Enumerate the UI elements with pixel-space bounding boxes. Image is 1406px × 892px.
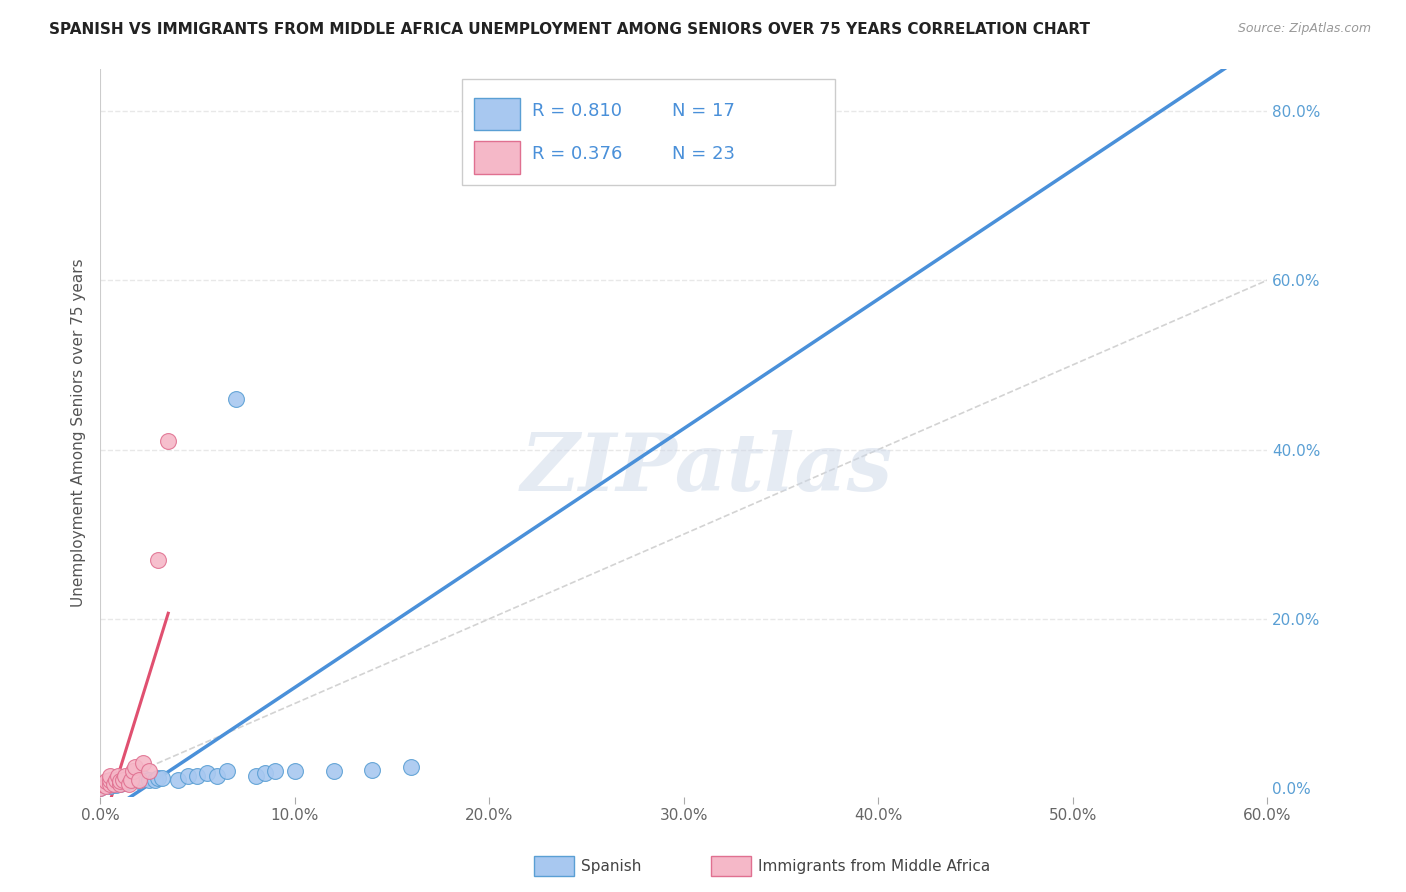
- Point: [118, 777, 141, 791]
- Point: [264, 764, 287, 779]
- Point: [114, 776, 136, 790]
- Point: [112, 774, 135, 789]
- Point: [122, 764, 145, 779]
- Point: [205, 768, 228, 782]
- Point: [108, 777, 131, 791]
- Point: [101, 776, 124, 790]
- Point: [789, 163, 811, 178]
- Point: [89, 781, 111, 796]
- Point: [89, 781, 111, 796]
- Point: [108, 777, 131, 791]
- Point: [167, 772, 190, 787]
- Text: R = 0.810: R = 0.810: [531, 102, 621, 120]
- FancyBboxPatch shape: [474, 97, 520, 130]
- Point: [215, 764, 238, 779]
- Point: [128, 772, 150, 787]
- Point: [124, 772, 146, 787]
- Point: [120, 772, 142, 787]
- Point: [322, 764, 344, 779]
- Point: [245, 768, 267, 782]
- Point: [225, 392, 247, 406]
- Point: [118, 773, 141, 788]
- Point: [124, 760, 146, 774]
- Text: ZIPatlas: ZIPatlas: [522, 430, 893, 508]
- Y-axis label: Unemployment Among Seniors over 75 years: Unemployment Among Seniors over 75 years: [72, 259, 86, 607]
- Point: [103, 777, 125, 791]
- Point: [157, 434, 180, 448]
- Point: [143, 772, 166, 787]
- Point: [254, 766, 277, 780]
- Point: [195, 766, 218, 780]
- Point: [98, 779, 121, 793]
- FancyBboxPatch shape: [463, 79, 835, 185]
- Point: [94, 777, 117, 791]
- Point: [150, 771, 173, 785]
- Point: [98, 777, 121, 791]
- Point: [94, 774, 117, 789]
- Text: N = 17: N = 17: [672, 102, 735, 120]
- Point: [93, 779, 115, 793]
- Point: [186, 768, 208, 782]
- Point: [107, 775, 129, 789]
- Point: [138, 764, 160, 779]
- Point: [94, 779, 117, 793]
- Point: [120, 774, 142, 789]
- Point: [361, 763, 384, 777]
- Text: N = 23: N = 23: [672, 145, 735, 163]
- FancyBboxPatch shape: [474, 141, 520, 174]
- Point: [401, 760, 423, 774]
- Point: [104, 778, 127, 792]
- Point: [107, 768, 129, 782]
- Point: [148, 552, 170, 566]
- Point: [138, 772, 160, 787]
- Point: [132, 771, 155, 785]
- Point: [89, 777, 111, 791]
- Point: [110, 775, 132, 789]
- Point: [98, 772, 121, 787]
- Text: Immigrants from Middle Africa: Immigrants from Middle Africa: [758, 859, 990, 873]
- Point: [98, 768, 121, 782]
- Text: R = 0.376: R = 0.376: [531, 145, 623, 163]
- Point: [104, 772, 127, 787]
- Point: [284, 764, 307, 779]
- Point: [112, 772, 135, 787]
- Text: SPANISH VS IMMIGRANTS FROM MIDDLE AFRICA UNEMPLOYMENT AMONG SENIORS OVER 75 YEAR: SPANISH VS IMMIGRANTS FROM MIDDLE AFRICA…: [49, 22, 1090, 37]
- Point: [176, 768, 198, 782]
- Point: [132, 756, 155, 770]
- Point: [114, 768, 136, 782]
- Text: Source: ZipAtlas.com: Source: ZipAtlas.com: [1237, 22, 1371, 36]
- Point: [128, 774, 150, 789]
- Point: [108, 774, 131, 789]
- Text: Spanish: Spanish: [581, 859, 641, 873]
- Point: [148, 771, 170, 785]
